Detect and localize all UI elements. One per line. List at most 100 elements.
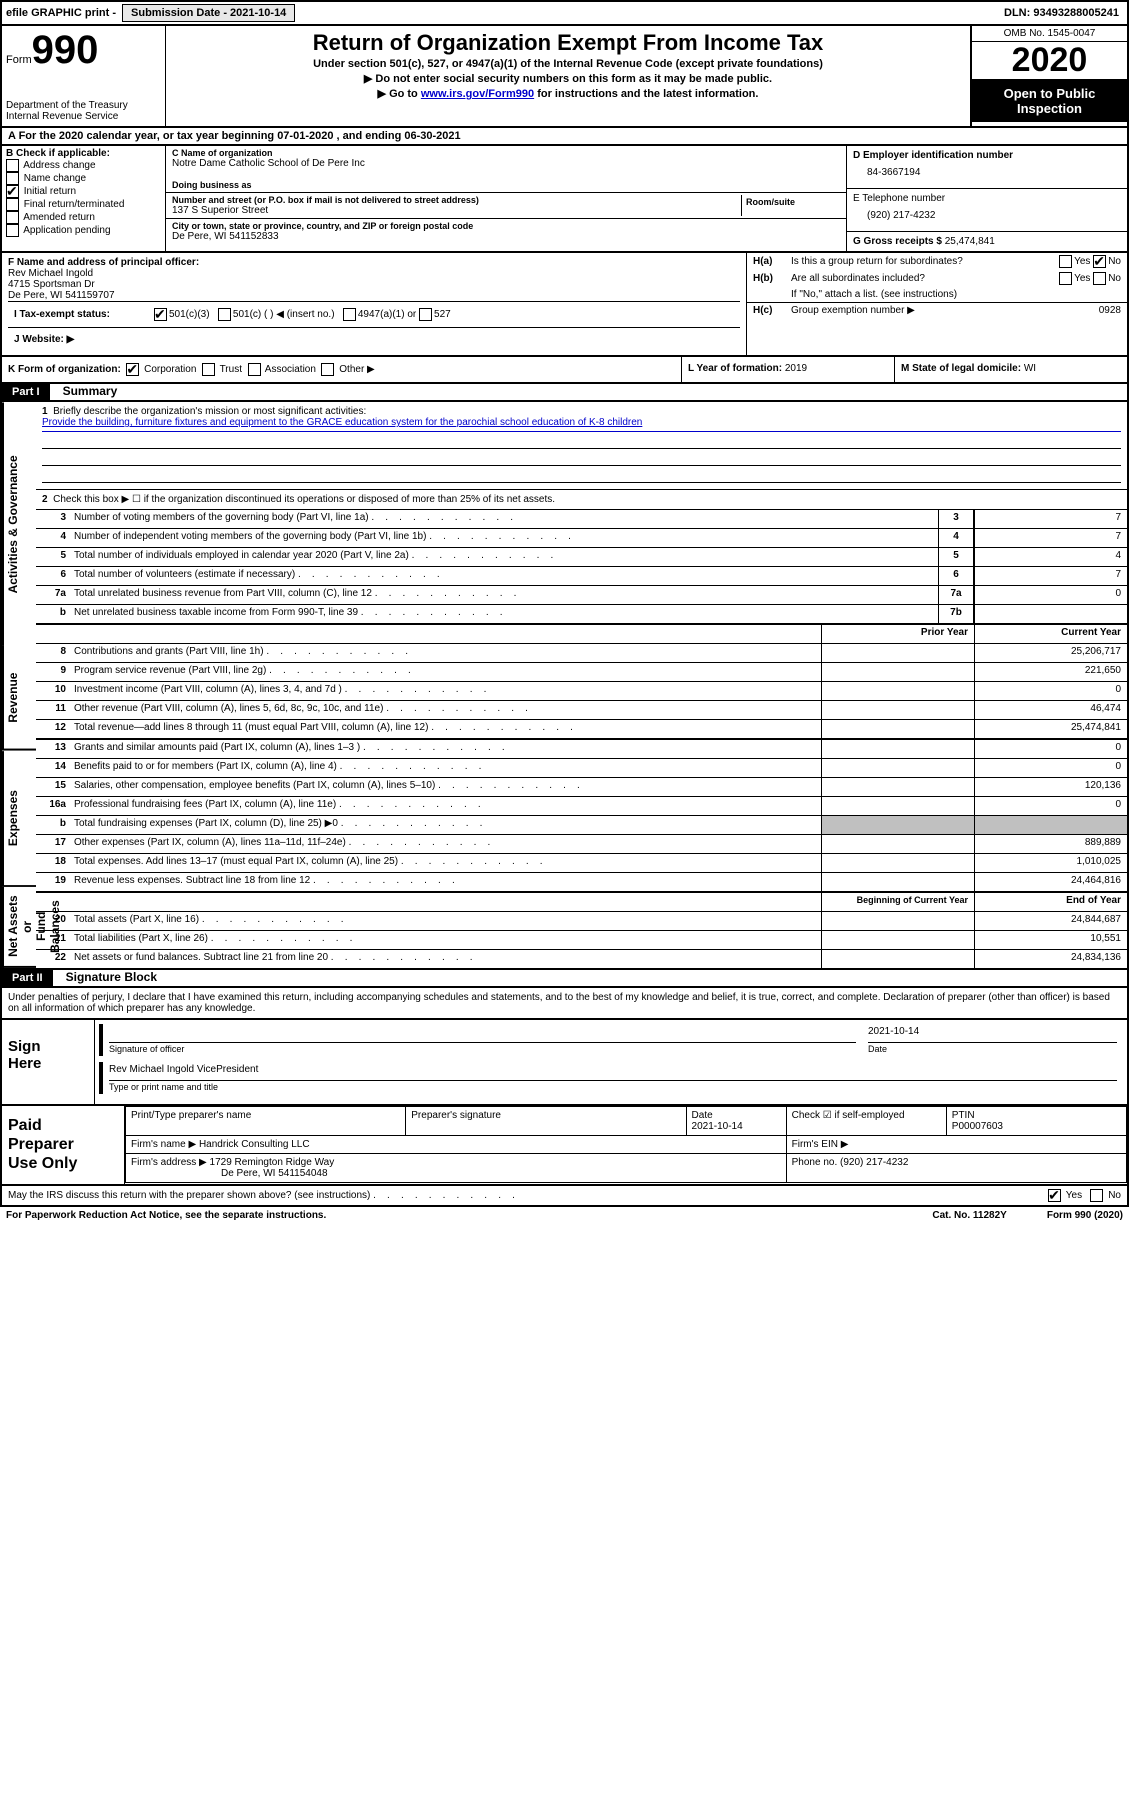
- subtitle-3: ▶ Go to www.irs.gov/Form990 for instruct…: [170, 87, 966, 100]
- b-item-2: Initial return: [24, 186, 76, 197]
- line-desc: Grants and similar amounts paid (Part IX…: [70, 740, 821, 758]
- current-value: 0: [974, 740, 1127, 758]
- line-desc: Other revenue (Part VIII, column (A), li…: [70, 701, 821, 719]
- officer-addr1: 4715 Sportsman Dr: [8, 279, 740, 290]
- table-row: 16aProfessional fundraising fees (Part I…: [36, 797, 1127, 816]
- discuss-yes[interactable]: [1048, 1189, 1061, 1202]
- check-application-pending[interactable]: Application pending: [6, 224, 161, 237]
- section-i: I Tax-exempt status: 501(c)(3) 501(c) ( …: [8, 301, 740, 327]
- city-row: City or town, state or province, country…: [166, 219, 846, 244]
- header-center: Return of Organization Exempt From Incom…: [166, 26, 970, 126]
- discuss-text: May the IRS discuss this return with the…: [8, 1190, 515, 1201]
- check-501c[interactable]: [218, 308, 231, 321]
- check-other[interactable]: [321, 363, 334, 376]
- check-final-return[interactable]: Final return/terminated: [6, 198, 161, 211]
- part-2-badge: Part II: [2, 970, 53, 986]
- ptin-label: PTIN: [952, 1110, 975, 1121]
- check-initial-return[interactable]: Initial return: [6, 185, 161, 198]
- yes-label: Yes: [1074, 256, 1090, 267]
- check-4947[interactable]: [343, 308, 356, 321]
- table-row: 11Other revenue (Part VIII, column (A), …: [36, 701, 1127, 720]
- preparer-date-label: Date: [692, 1110, 713, 1121]
- line-a: A For the 2020 calendar year, or tax yea…: [0, 128, 1129, 146]
- opt-trust: Trust: [220, 364, 242, 375]
- k-label: K Form of organization:: [8, 364, 121, 375]
- check-corporation[interactable]: [126, 363, 139, 376]
- line-desc: Total number of volunteers (estimate if …: [70, 567, 938, 585]
- netassets-label: Net Assets or Fund Balances: [2, 887, 36, 968]
- check-trust[interactable]: [202, 363, 215, 376]
- part-1-badge: Part I: [2, 384, 50, 400]
- ha-yes[interactable]: [1059, 255, 1072, 268]
- current-value: 889,889: [974, 835, 1127, 853]
- check-527[interactable]: [419, 308, 432, 321]
- line-desc: Net assets or fund balances. Subtract li…: [70, 950, 821, 968]
- l-value: 2019: [785, 363, 807, 374]
- line-value: [974, 605, 1127, 623]
- form-label: Form: [6, 54, 32, 66]
- prior-value: [821, 873, 974, 891]
- discuss-no-label: No: [1108, 1190, 1121, 1201]
- current-value: 24,844,687: [974, 912, 1127, 930]
- phone-value: (920) 217-4232: [853, 204, 1121, 227]
- discuss-no[interactable]: [1090, 1189, 1103, 1202]
- preparer-right: Print/Type preparer's name Preparer's si…: [125, 1106, 1127, 1184]
- prior-value: [821, 931, 974, 949]
- line-num: 12: [36, 720, 70, 738]
- phone-label: E Telephone number: [853, 193, 1121, 204]
- ha-text: Is this a group return for subordinates?: [791, 256, 1059, 267]
- officer-addr2: De Pere, WI 541159707: [8, 290, 740, 301]
- instructions-link[interactable]: www.irs.gov/Form990: [421, 88, 534, 100]
- current-value: 25,206,717: [974, 644, 1127, 662]
- addr-value: 137 S Superior Street: [172, 205, 741, 216]
- check-association[interactable]: [248, 363, 261, 376]
- section-m: M State of legal domicile: WI: [894, 357, 1127, 382]
- preparer-phone: (920) 217-4232: [840, 1157, 908, 1168]
- form-title: Return of Organization Exempt From Incom…: [170, 30, 966, 56]
- line-label: 5: [938, 548, 974, 566]
- ha-checks: Yes No: [1059, 255, 1121, 268]
- check-name-change[interactable]: Name change: [6, 172, 161, 185]
- table-row: 7aTotal unrelated business revenue from …: [36, 586, 1127, 605]
- hb-note: If "No," attach a list. (see instruction…: [747, 287, 1127, 302]
- submission-date-button[interactable]: Submission Date - 2021-10-14: [122, 4, 295, 22]
- check-501c3[interactable]: [154, 308, 167, 321]
- table-row: 14Benefits paid to or for members (Part …: [36, 759, 1127, 778]
- line-desc: Total fundraising expenses (Part IX, col…: [70, 816, 821, 834]
- line-value: 7: [974, 529, 1127, 547]
- line-label: 7a: [938, 586, 974, 604]
- sub3-pre: ▶ Go to: [378, 88, 421, 100]
- prior-value: [821, 720, 974, 738]
- check-amended-return[interactable]: Amended return: [6, 211, 161, 224]
- firm-name-label: Firm's name ▶: [131, 1139, 196, 1150]
- line-num: 3: [36, 510, 70, 528]
- current-value: 10,551: [974, 931, 1127, 949]
- l-label: L Year of formation:: [688, 363, 782, 374]
- hb-row: H(b) Are all subordinates included? Yes …: [747, 270, 1127, 287]
- opt-other: Other ▶: [339, 364, 374, 375]
- line-num: 9: [36, 663, 70, 681]
- table-row: 18Total expenses. Add lines 13–17 (must …: [36, 854, 1127, 873]
- sections-d-e-g: D Employer identification number 84-3667…: [846, 146, 1127, 251]
- hb-no[interactable]: [1093, 272, 1106, 285]
- form-number: Form990: [6, 30, 161, 70]
- line-label: 6: [938, 567, 974, 585]
- officer-name-row: Rev Michael Ingold VicePresident Type or…: [99, 1062, 1123, 1094]
- signature-row: Signature of officer 2021-10-14 Date: [99, 1024, 1123, 1056]
- current-value: 25,474,841: [974, 720, 1127, 738]
- line-desc: Net unrelated business taxable income fr…: [70, 605, 938, 623]
- section-b-title: B Check if applicable:: [6, 148, 161, 159]
- check-address-change[interactable]: Address change: [6, 159, 161, 172]
- ha-row: H(a) Is this a group return for subordin…: [747, 253, 1127, 270]
- current-value: 120,136: [974, 778, 1127, 796]
- line-desc: Total number of individuals employed in …: [70, 548, 938, 566]
- dln-label: DLN: 93493288005241: [1004, 7, 1127, 19]
- prior-value: [821, 701, 974, 719]
- org-name-label: C Name of organization: [172, 148, 840, 158]
- line-value: 7: [974, 567, 1127, 585]
- ha-no[interactable]: [1093, 255, 1106, 268]
- signature-field[interactable]: [109, 1026, 856, 1043]
- hb-yes[interactable]: [1059, 272, 1072, 285]
- dba-label: Doing business as: [172, 180, 840, 190]
- line-desc: Total expenses. Add lines 13–17 (must eq…: [70, 854, 821, 872]
